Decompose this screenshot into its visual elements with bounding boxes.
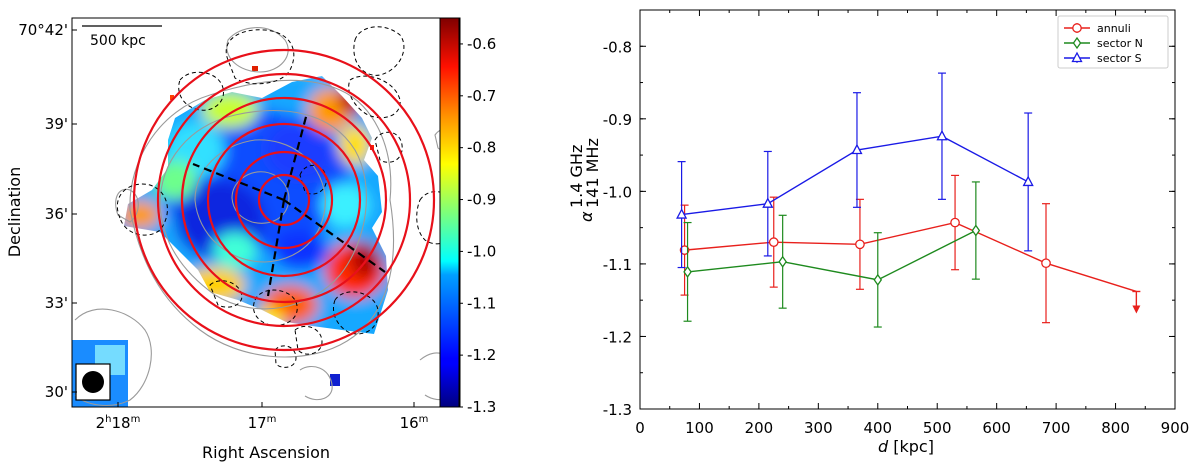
left-panel: 500 kpc 70°42' 39' 36' 33' 30' 2h18m 17m…	[5, 17, 496, 462]
data-point	[936, 129, 948, 141]
colorbar-tick-label: -1.2	[467, 346, 496, 364]
plot-frame	[639, 9, 1176, 410]
sector-lines	[192, 112, 386, 297]
ylabel-sub: 141 MHz	[583, 138, 602, 208]
data-point	[950, 217, 960, 228]
map-frame	[71, 17, 461, 408]
data-point	[1022, 175, 1034, 187]
y-tick-label: -0.8	[603, 38, 632, 56]
y-tick-label: -1.2	[603, 328, 632, 346]
data-point	[855, 239, 865, 250]
legend-item: annuli	[1064, 22, 1131, 35]
map-y-tick: 39'	[45, 115, 68, 133]
colorbar-tick-label: -0.6	[467, 35, 496, 53]
upper-limit-arrowhead	[1132, 305, 1141, 314]
annuli-circles	[132, 48, 436, 352]
data-point	[768, 237, 779, 247]
map-y-axis-title: Declination	[5, 167, 24, 257]
data-point	[851, 143, 863, 155]
right-panel: 0 100 200 300 400 500 600 700 800 900 -0.8 -0.9 -1.0…	[567, 9, 1190, 456]
legend-marker	[1071, 51, 1083, 63]
x-tick-label: 0	[635, 419, 645, 437]
data-point	[676, 208, 688, 219]
x-tick-label: 400	[863, 419, 892, 437]
legend-marker	[1072, 36, 1082, 50]
map-y-tick: 33'	[45, 294, 68, 312]
map-x-axis-title: Right Ascension	[202, 443, 330, 462]
series-line	[687, 229, 977, 281]
y-tick-label: -1.1	[603, 256, 632, 274]
series-line	[684, 221, 1137, 293]
data-point	[971, 224, 981, 237]
colorbar-tick-label: -0.7	[467, 87, 496, 105]
x-tick-label: 100	[685, 419, 714, 437]
data-point	[873, 273, 883, 287]
legend-label: annuli	[1097, 22, 1131, 35]
colorbar-tick-label: -1.3	[467, 398, 496, 416]
plot-y-axis-title: α 1.4 GHz 141 MHz	[567, 138, 602, 222]
data-point	[778, 255, 787, 268]
map-y-tick: 70°42'	[18, 21, 68, 39]
legend-label: sector S	[1097, 52, 1142, 65]
data-point	[1041, 258, 1051, 269]
series-sector-N	[683, 181, 981, 328]
x-tick-label: 900	[1161, 419, 1190, 437]
ylabel-symbol: α	[577, 211, 596, 222]
data-point	[683, 265, 692, 279]
colorbar-ticks: -0.6 -0.7 -0.8 -0.9 -1.0 -1.1 -1.2 -1.3	[459, 35, 496, 416]
colorbar	[439, 17, 460, 408]
legend: annuli sector N sector S	[1057, 15, 1169, 69]
series-sector-S	[676, 72, 1034, 269]
x-tick-label: 800	[1101, 419, 1130, 437]
x-tick-label: 700	[1042, 419, 1071, 437]
legend-box	[1057, 15, 1169, 69]
colorbar-tick-label: -0.8	[467, 139, 496, 157]
series-annuli	[679, 174, 1141, 324]
legend-item: sector S	[1064, 51, 1142, 65]
x-tick-label: 300	[804, 419, 833, 437]
legend-item: sector N	[1064, 36, 1143, 50]
ylabel-sup: 1.4 GHz	[567, 145, 586, 208]
scale-bar-label: 500 kpc	[90, 33, 146, 49]
x-tick-label: 200	[745, 419, 774, 437]
legend-marker	[1072, 23, 1082, 33]
y-tick-label: -0.9	[603, 111, 632, 129]
map-y-tick: 36'	[45, 205, 68, 223]
colorbar-tick-label: -1.1	[467, 294, 496, 312]
plot-axes: 0 100 200 300 400 500 600 700 800 900 -0.8 -0.9 -1.0…	[603, 10, 1190, 437]
map-ticks	[72, 29, 415, 407]
plot-x-axis-title: d [kpc]	[878, 437, 934, 456]
y-tick-label: -1.0	[603, 183, 632, 201]
plot-series	[676, 72, 1141, 328]
colorbar-tick-label: -0.9	[467, 191, 496, 209]
x-tick-label: 500	[923, 419, 952, 437]
x-tick-label: 600	[982, 419, 1011, 437]
colorbar-tick-label: -1.0	[467, 242, 496, 260]
beam-ellipse	[82, 371, 104, 393]
compact-source	[330, 374, 340, 386]
legend-label: sector N	[1097, 37, 1143, 50]
data-point	[762, 197, 774, 208]
map-x-tick: 16m	[400, 414, 429, 432]
map-y-tick: 30'	[45, 383, 68, 401]
map-x-tick: 17m	[248, 414, 277, 432]
y-tick-label: -1.3	[603, 401, 632, 419]
data-point	[679, 245, 690, 255]
map-x-tick: 2h18m	[96, 414, 141, 432]
